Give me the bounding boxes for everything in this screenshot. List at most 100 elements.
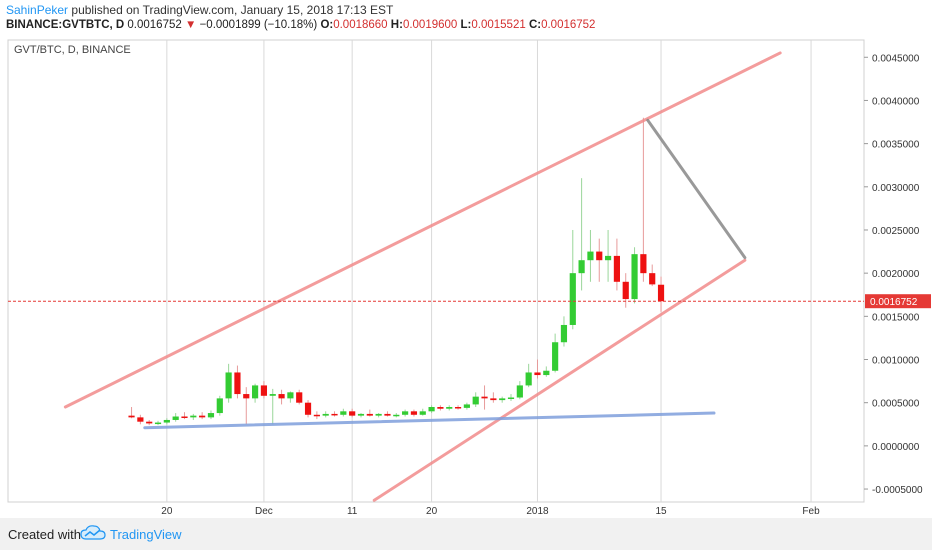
y-tick-label: 0.0020000 <box>872 269 920 280</box>
candle-up <box>252 385 259 399</box>
candle-up <box>446 407 453 409</box>
candle-down <box>181 416 188 419</box>
candle-down <box>234 372 241 395</box>
tradingview-brand[interactable]: TradingView <box>110 527 182 542</box>
candle-down <box>366 413 373 416</box>
created-with-text: Created with <box>8 527 81 542</box>
candle-down <box>331 413 338 416</box>
y-tick-label: 0.0000000 <box>872 442 920 453</box>
low-label: L: <box>460 19 472 31</box>
candle-down <box>128 415 135 418</box>
candle-down <box>313 414 320 417</box>
support-line <box>143 411 716 430</box>
candle-down <box>534 372 541 376</box>
symbol-label: BINANCE:GVTBTC, D <box>6 19 125 31</box>
candle-down <box>243 394 250 399</box>
candle-down <box>490 398 497 401</box>
candle-down <box>481 396 488 399</box>
candle-up <box>631 254 638 300</box>
candle-up <box>225 372 232 399</box>
plot-frame <box>7 39 865 503</box>
candle-down <box>304 402 312 415</box>
candle-down <box>410 411 418 415</box>
y-tick-label: 0.0010000 <box>872 356 920 367</box>
candle-down <box>613 255 620 282</box>
candle-down <box>657 284 665 302</box>
candle-down <box>384 413 391 416</box>
candle-up <box>578 260 585 274</box>
last-price-label: 0.0016752 <box>870 297 918 308</box>
candle-up <box>552 342 559 371</box>
candle-up <box>543 370 550 376</box>
candle-up <box>216 398 223 414</box>
candle-up <box>560 324 568 343</box>
x-tick-label: 11 <box>347 506 358 517</box>
candle-down <box>454 407 462 409</box>
candle-down <box>622 281 629 300</box>
candle-up <box>163 419 170 423</box>
candle-down <box>296 392 303 403</box>
close-label: C: <box>528 19 542 31</box>
candle-up <box>375 413 382 416</box>
y-tick-label: 0.0015000 <box>872 312 920 323</box>
candle-down <box>596 251 603 261</box>
candle-down <box>137 417 144 422</box>
candle-up <box>569 273 576 325</box>
candle-down <box>146 421 153 424</box>
high-value: 0.0019600 <box>402 19 458 31</box>
low-value: 0.0015521 <box>471 19 526 31</box>
author-link[interactable]: SahinPeker <box>6 3 69 17</box>
candle-up <box>419 411 426 415</box>
candle-down <box>260 385 268 396</box>
y-tick-label: 0.0025000 <box>872 226 920 237</box>
y-tick-label: 0.0045000 <box>872 53 920 64</box>
candle-down <box>437 407 444 409</box>
candle-up <box>207 413 215 418</box>
publish-info: SahinPeker published on TradingView.com,… <box>6 3 393 17</box>
projection-line <box>646 118 747 260</box>
candle-down <box>349 411 356 416</box>
x-tick-label: Dec <box>255 506 273 517</box>
candle-up <box>287 392 294 399</box>
candle-up <box>507 397 515 400</box>
close-value: 0.0016752 <box>541 19 596 31</box>
candle-up <box>357 413 365 416</box>
candle-down <box>649 273 656 285</box>
price-change: −0.0001899 (−10.18%) <box>199 19 318 31</box>
candle-up <box>190 415 197 418</box>
chart-header: SahinPeker published on TradingView.com,… <box>0 0 932 36</box>
y-tick-label: -0.0005000 <box>872 485 923 496</box>
open-label: O: <box>320 19 334 31</box>
price-chart[interactable]: 0.0045000 0.0040000 0.0035000 0.0030000 0.00… <box>0 36 932 518</box>
y-tick-label: 0.0035000 <box>872 140 920 151</box>
footer: Created with TradingView <box>0 518 932 550</box>
candle-up <box>322 413 329 416</box>
channel-upper-line <box>63 51 782 409</box>
candle-up <box>516 385 523 398</box>
candle-down <box>640 254 647 274</box>
x-tick-label: 15 <box>655 506 667 517</box>
candle-up <box>340 411 347 415</box>
candle-up <box>428 407 435 412</box>
last-price-badge <box>865 294 931 309</box>
ohlc-line: BINANCE:GVTBTC, D 0.0016752 ▼ −0.0001899… <box>6 19 595 31</box>
candle-down <box>199 415 206 418</box>
chart-title: GVT/BTC, D, BINANCE <box>14 44 131 56</box>
candle-up <box>393 414 400 417</box>
y-tick-label: 0.0005000 <box>872 399 920 410</box>
candle-up <box>499 398 506 401</box>
tradingview-cloud-icon[interactable] <box>80 524 106 542</box>
x-tick-label: Feb <box>802 506 820 517</box>
open-value: 0.0018660 <box>333 19 388 31</box>
candle-up <box>525 372 532 386</box>
chart-area[interactable]: 0.0045000 0.0040000 0.0035000 0.0030000 0.00… <box>0 36 932 518</box>
y-tick-label: 0.0030000 <box>872 183 920 194</box>
x-tick-label: 2018 <box>526 506 549 517</box>
down-arrow-icon: ▼ <box>184 19 197 31</box>
candle-up <box>604 255 612 261</box>
candle-down <box>278 394 285 399</box>
high-label: H: <box>390 19 403 31</box>
candle-up <box>269 394 276 396</box>
y-tick-label: 0.0040000 <box>872 96 920 107</box>
candle-up <box>587 251 594 261</box>
